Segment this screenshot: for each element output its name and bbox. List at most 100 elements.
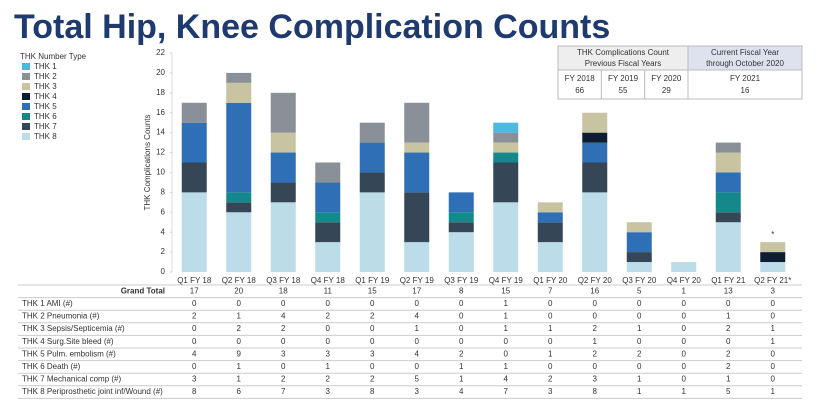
bar-segment bbox=[537, 202, 563, 213]
bar-segment bbox=[270, 132, 296, 153]
y-axis-label: THK Complications Counts bbox=[143, 114, 152, 210]
table-cell: 0 bbox=[415, 299, 420, 308]
info-box-current-header bbox=[687, 45, 803, 71]
table-cell: 0 bbox=[637, 337, 642, 346]
table-cell: 0 bbox=[459, 324, 464, 333]
table-cell: 0 bbox=[593, 299, 598, 308]
table-cell: 0 bbox=[682, 324, 687, 333]
y-tick-label: 18 bbox=[156, 88, 165, 97]
table-cell: 2 bbox=[326, 312, 331, 321]
bar-segment bbox=[448, 232, 474, 272]
table-cell: 17 bbox=[190, 286, 199, 295]
info-box-current-title: through October 2020 bbox=[706, 59, 784, 68]
bar-segment bbox=[315, 212, 341, 223]
table-cell: 0 bbox=[370, 362, 375, 371]
table-cell: 0 bbox=[370, 324, 375, 333]
table-cell: 0 bbox=[682, 375, 687, 384]
table-cell: 1 bbox=[548, 324, 553, 333]
table-cell: 5 bbox=[637, 286, 642, 295]
table-cell: 0 bbox=[726, 337, 731, 346]
table-cell: 0 bbox=[281, 299, 286, 308]
x-tick-label: Q1 FY 21 bbox=[711, 276, 746, 285]
x-tick-label: Q4 FY 20 bbox=[667, 276, 702, 285]
legend-label: THK 4 bbox=[34, 92, 57, 101]
x-tick-label: Q3 FY 20 bbox=[622, 276, 657, 285]
legend-title: THK Number Type bbox=[20, 52, 87, 61]
table-cell: 2 bbox=[192, 312, 197, 321]
table-cell: 0 bbox=[771, 362, 776, 371]
table-cell: 4 bbox=[504, 375, 509, 384]
bar-segment bbox=[626, 222, 652, 233]
info-box-previous-title: THK Complications Count bbox=[577, 48, 670, 57]
legend-label: THK 3 bbox=[34, 82, 57, 91]
table-cell: 2 bbox=[548, 375, 553, 384]
table-cell: 15 bbox=[368, 286, 377, 295]
x-tick-label: Q1 FY 20 bbox=[533, 276, 568, 285]
legend-swatch bbox=[22, 83, 30, 90]
bar-segment bbox=[715, 212, 741, 223]
table-cell: 1 bbox=[771, 324, 776, 333]
table-row-label: THK 2 Pneumonia (#) bbox=[22, 312, 100, 321]
bar-segment bbox=[537, 222, 563, 243]
table-cell: 0 bbox=[771, 349, 776, 358]
bar-segment bbox=[760, 252, 786, 263]
table-row-label: THK 3 Sepsis/Septicemia (#) bbox=[22, 324, 125, 333]
table-cell: 0 bbox=[281, 362, 286, 371]
bar-segment bbox=[226, 82, 252, 103]
table-cell: 1 bbox=[637, 387, 642, 396]
table-cell: 13 bbox=[724, 286, 733, 295]
table-cell: 5 bbox=[415, 375, 420, 384]
info-box-previous-title: Previous Fiscal Years bbox=[585, 59, 661, 68]
table-cell: 3 bbox=[326, 349, 331, 358]
table-cell: 1 bbox=[637, 324, 642, 333]
table-cell: 2 bbox=[281, 375, 286, 384]
bar-segment bbox=[359, 142, 385, 173]
legend-label: THK 7 bbox=[34, 122, 57, 131]
bar-segment bbox=[359, 192, 385, 272]
bar-segment bbox=[315, 242, 341, 272]
info-box-count: 66 bbox=[575, 86, 584, 95]
info-box-year: FY 2018 bbox=[565, 74, 596, 83]
table-cell: 0 bbox=[682, 362, 687, 371]
bar-segment bbox=[448, 222, 474, 233]
table-cell: 0 bbox=[504, 337, 509, 346]
table-row-label: THK 6 Death (#) bbox=[22, 362, 81, 371]
table-cell: 7 bbox=[548, 286, 553, 295]
y-tick-label: 6 bbox=[161, 207, 166, 216]
table-cell: 1 bbox=[504, 312, 509, 321]
info-box-year: FY 2020 bbox=[651, 74, 682, 83]
table-cell: 0 bbox=[771, 375, 776, 384]
table-cell: 0 bbox=[726, 299, 731, 308]
table-row-label: THK 1 AMI (#) bbox=[22, 299, 73, 308]
table-cell: 1 bbox=[237, 362, 242, 371]
table-cell: 4 bbox=[281, 312, 286, 321]
y-tick-label: 10 bbox=[156, 168, 165, 177]
table-cell: 2 bbox=[326, 375, 331, 384]
table-cell: 0 bbox=[682, 312, 687, 321]
table-cell: 4 bbox=[415, 312, 420, 321]
table-cell: 0 bbox=[548, 299, 553, 308]
table-cell: 7 bbox=[504, 387, 509, 396]
table-cell: 1 bbox=[459, 375, 464, 384]
bar-segment bbox=[537, 212, 563, 223]
table-header: Grand Total bbox=[121, 286, 165, 295]
table-cell: 1 bbox=[771, 337, 776, 346]
x-tick-label: Q3 FY 18 bbox=[266, 276, 301, 285]
bar-segment bbox=[315, 162, 341, 183]
table-cell: 2 bbox=[370, 312, 375, 321]
table-cell: 0 bbox=[459, 312, 464, 321]
bar-segment bbox=[359, 172, 385, 193]
table-cell: 8 bbox=[370, 387, 375, 396]
legend-label: THK 5 bbox=[34, 102, 57, 111]
table-cell: 1 bbox=[726, 312, 731, 321]
bar-segment bbox=[270, 152, 296, 183]
table-cell: 2 bbox=[593, 349, 598, 358]
bar-segment bbox=[493, 202, 519, 272]
bar-segment bbox=[181, 122, 207, 163]
bar-segment bbox=[404, 192, 430, 243]
table-cell: 0 bbox=[192, 324, 197, 333]
table-cell: 1 bbox=[237, 375, 242, 384]
bar-segment bbox=[626, 232, 652, 253]
table-cell: 7 bbox=[281, 387, 286, 396]
